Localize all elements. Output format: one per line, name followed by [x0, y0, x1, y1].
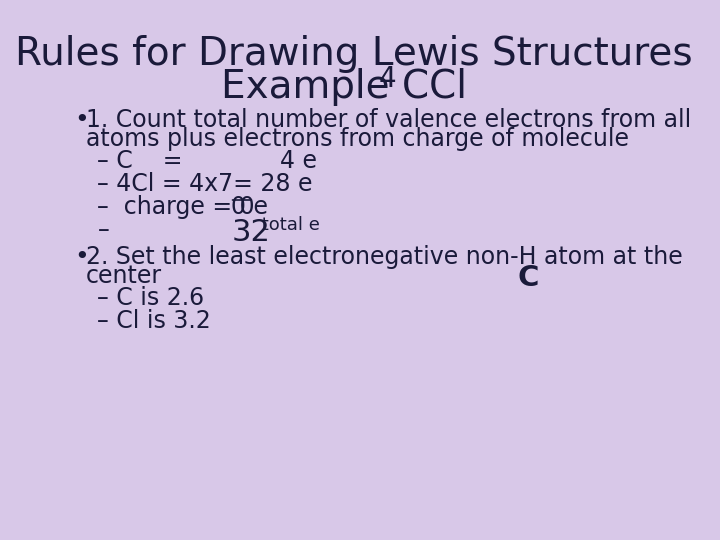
- Text: Rules for Drawing Lewis Structures: Rules for Drawing Lewis Structures: [15, 35, 693, 73]
- Text: •: •: [74, 245, 89, 269]
- Text: •: •: [74, 108, 89, 132]
- Text: – C is 2.6: – C is 2.6: [97, 286, 204, 310]
- Text: Example CCl: Example CCl: [221, 68, 467, 106]
- Text: 1. Count total number of valence electrons from all: 1. Count total number of valence electro…: [86, 108, 691, 132]
- Text: – Cl is 3.2: – Cl is 3.2: [97, 309, 211, 333]
- Text: 4: 4: [379, 65, 396, 93]
- Text: atoms plus electrons from charge of molecule: atoms plus electrons from charge of mole…: [86, 127, 629, 151]
- Text: –  charge = 0: – charge = 0: [97, 195, 255, 219]
- Text: 0 e: 0 e: [231, 195, 269, 219]
- Text: center: center: [86, 264, 162, 288]
- Text: –: –: [97, 218, 109, 242]
- Text: 32: 32: [231, 218, 270, 247]
- Text: 2. Set the least electronegative non-H atom at the: 2. Set the least electronegative non-H a…: [86, 245, 683, 269]
- Text: – 4Cl = 4x7= 28 e: – 4Cl = 4x7= 28 e: [97, 172, 313, 196]
- Text: C: C: [517, 264, 539, 292]
- Text: total e: total e: [256, 216, 320, 234]
- Text: – C    =             4 e: – C = 4 e: [97, 149, 318, 173]
